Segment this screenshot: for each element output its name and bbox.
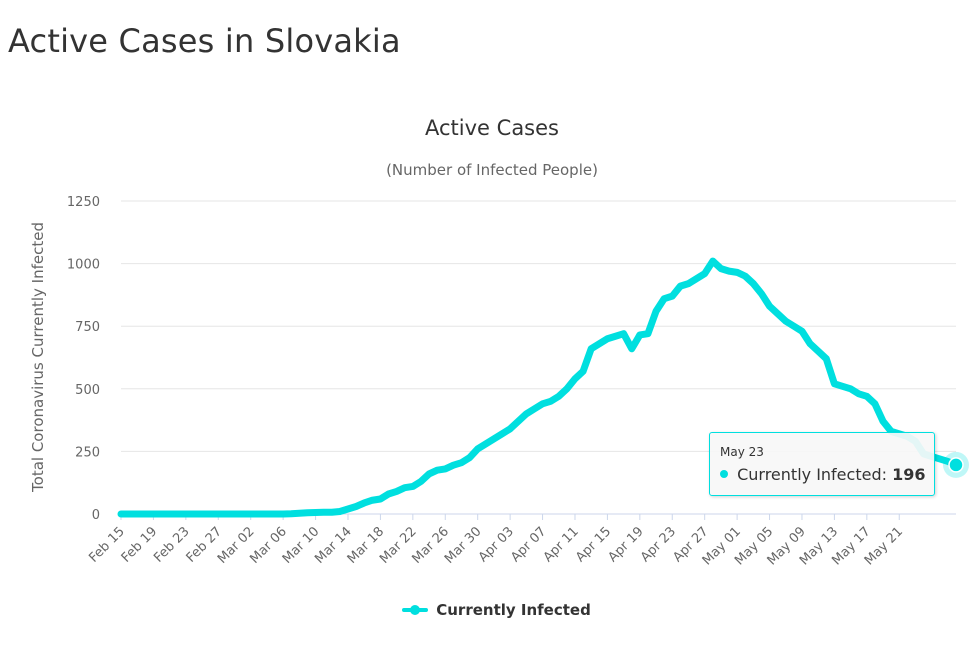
y-tick-labels: 0 250 500 750 1000 1250 xyxy=(67,195,100,523)
series-currently-infected[interactable] xyxy=(117,257,969,518)
tooltip-series-dot xyxy=(720,470,728,478)
x-tick-label: Mar 30 xyxy=(442,524,485,567)
tooltip-value: 196 xyxy=(892,465,926,484)
legend-label: Currently Infected xyxy=(436,601,591,619)
x-tick-label: Feb 19 xyxy=(119,524,161,566)
x-tick-label: Apr 23 xyxy=(638,524,679,565)
page-title: Active Cases in Slovakia xyxy=(8,22,401,60)
x-tick-label: Apr 15 xyxy=(573,524,614,565)
y-axis-title: Total Coronavirus Currently Infected xyxy=(29,222,47,493)
x-tick-label: Apr 07 xyxy=(508,524,549,565)
y-tick-label: 750 xyxy=(75,320,100,335)
tooltip: May 23 Currently Infected: 196 xyxy=(709,432,935,496)
x-tick-label: Feb 15 xyxy=(86,524,128,566)
x-tick-label: Apr 03 xyxy=(476,524,517,565)
y-tick-label: 0 xyxy=(92,508,100,523)
y-tick-label: 1000 xyxy=(67,258,100,273)
y-tick-label: 1250 xyxy=(67,195,100,210)
hover-marker-point[interactable] xyxy=(948,457,964,473)
y-tick-label: 250 xyxy=(75,445,100,460)
x-tick-label: Apr 19 xyxy=(606,524,647,565)
x-tick-label: Apr 11 xyxy=(541,524,582,565)
tooltip-series-name: Currently Infected: xyxy=(737,465,887,484)
chart-title: Active Cases xyxy=(425,116,559,140)
series-line[interactable] xyxy=(117,257,960,518)
legend-symbol xyxy=(402,604,428,616)
tooltip-date: May 23 xyxy=(720,445,764,459)
legend-item-currently-infected[interactable]: Currently Infected xyxy=(402,601,591,619)
x-tick-label: Feb 23 xyxy=(151,524,193,566)
tooltip-row: Currently Infected: 196 xyxy=(720,465,926,484)
chart-subtitle: (Number of Infected People) xyxy=(386,161,598,179)
y-tick-label: 500 xyxy=(75,383,100,398)
